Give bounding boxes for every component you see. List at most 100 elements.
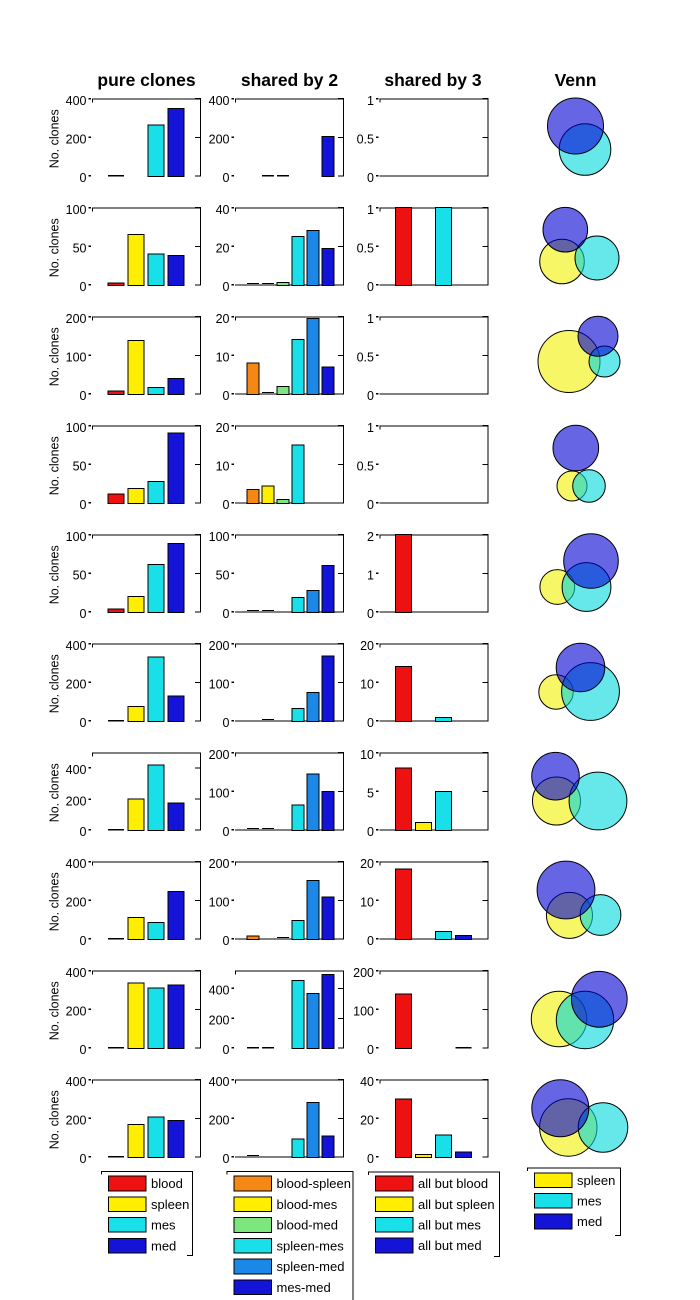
svg-text:0.5: 0.5 — [357, 133, 374, 147]
svg-text:No. clones: No. clones — [48, 1090, 62, 1149]
svg-text:No. clones: No. clones — [48, 763, 62, 822]
svg-text:0: 0 — [80, 1152, 87, 1166]
svg-text:shared by 3: shared by 3 — [384, 70, 482, 90]
svg-text:No. clones: No. clones — [48, 654, 62, 713]
svg-text:0: 0 — [223, 934, 230, 948]
svg-text:20: 20 — [360, 639, 374, 653]
svg-text:0: 0 — [80, 171, 87, 185]
svg-text:1: 1 — [367, 94, 374, 108]
svg-text:0: 0 — [367, 825, 374, 839]
svg-text:med: med — [577, 1214, 602, 1229]
svg-text:0: 0 — [367, 171, 374, 185]
svg-text:10: 10 — [360, 678, 374, 692]
svg-text:No. clones: No. clones — [48, 872, 62, 931]
svg-text:10: 10 — [216, 460, 230, 474]
svg-text:10: 10 — [216, 351, 230, 365]
svg-text:40: 40 — [360, 1075, 374, 1089]
svg-text:0: 0 — [80, 389, 87, 403]
svg-text:20: 20 — [216, 312, 230, 326]
svg-text:50: 50 — [73, 569, 87, 583]
svg-text:0: 0 — [223, 1152, 230, 1166]
svg-text:400: 400 — [66, 639, 87, 653]
svg-text:mes-med: mes-med — [277, 1280, 331, 1295]
svg-text:0: 0 — [223, 825, 230, 839]
svg-text:0: 0 — [223, 498, 230, 512]
svg-text:100: 100 — [209, 530, 230, 544]
svg-text:0: 0 — [367, 389, 374, 403]
svg-text:200: 200 — [209, 748, 230, 762]
svg-text:200: 200 — [66, 133, 87, 147]
svg-text:blood-med: blood-med — [277, 1218, 338, 1233]
svg-text:200: 200 — [66, 896, 87, 910]
svg-text:400: 400 — [66, 763, 87, 777]
svg-text:400: 400 — [209, 94, 230, 108]
svg-text:20: 20 — [216, 242, 230, 256]
svg-text:No. clones: No. clones — [48, 218, 62, 277]
svg-text:100: 100 — [209, 787, 230, 801]
svg-text:100: 100 — [209, 896, 230, 910]
svg-text:100: 100 — [66, 203, 87, 217]
svg-text:0: 0 — [367, 280, 374, 294]
svg-text:0: 0 — [80, 934, 87, 948]
svg-text:50: 50 — [216, 569, 230, 583]
svg-text:200: 200 — [66, 1114, 87, 1128]
svg-text:20: 20 — [216, 421, 230, 435]
svg-text:200: 200 — [209, 133, 230, 147]
svg-text:0: 0 — [367, 1043, 374, 1057]
svg-text:1: 1 — [367, 203, 374, 217]
svg-text:0: 0 — [80, 825, 87, 839]
svg-text:10: 10 — [360, 896, 374, 910]
svg-text:pure clones: pure clones — [97, 70, 195, 90]
svg-text:0: 0 — [367, 1152, 374, 1166]
svg-text:0: 0 — [80, 498, 87, 512]
svg-text:0: 0 — [367, 716, 374, 730]
svg-text:0: 0 — [80, 716, 87, 730]
svg-text:No. clones: No. clones — [48, 327, 62, 386]
svg-text:400: 400 — [66, 857, 87, 871]
svg-text:2: 2 — [367, 530, 374, 544]
svg-text:50: 50 — [73, 242, 87, 256]
svg-text:200: 200 — [66, 312, 87, 326]
svg-text:0: 0 — [223, 389, 230, 403]
svg-text:1: 1 — [367, 421, 374, 435]
svg-text:shared by 2: shared by 2 — [241, 70, 339, 90]
svg-text:50: 50 — [73, 460, 87, 474]
svg-text:all but med: all but med — [418, 1238, 482, 1253]
svg-text:0: 0 — [80, 1043, 87, 1057]
svg-text:No. clones: No. clones — [48, 109, 62, 168]
svg-text:mes: mes — [151, 1218, 176, 1233]
svg-text:400: 400 — [209, 1075, 230, 1089]
svg-text:blood-spleen: blood-spleen — [277, 1176, 351, 1191]
svg-text:100: 100 — [66, 421, 87, 435]
svg-text:100: 100 — [209, 678, 230, 692]
svg-text:blood: blood — [151, 1176, 183, 1191]
svg-text:1: 1 — [367, 312, 374, 326]
svg-text:10: 10 — [360, 748, 374, 762]
svg-text:No. clones: No. clones — [48, 436, 62, 495]
svg-text:spleen: spleen — [151, 1197, 189, 1212]
svg-text:0: 0 — [367, 498, 374, 512]
svg-text:0: 0 — [80, 607, 87, 621]
svg-text:100: 100 — [66, 530, 87, 544]
svg-text:0: 0 — [223, 607, 230, 621]
svg-text:0: 0 — [223, 1043, 230, 1057]
svg-text:400: 400 — [66, 94, 87, 108]
svg-text:0: 0 — [367, 934, 374, 948]
svg-text:200: 200 — [209, 1114, 230, 1128]
svg-text:No. clones: No. clones — [48, 545, 62, 604]
svg-text:200: 200 — [66, 794, 87, 808]
svg-text:0: 0 — [367, 607, 374, 621]
svg-text:20: 20 — [360, 1114, 374, 1128]
svg-text:all but mes: all but mes — [418, 1218, 481, 1233]
svg-text:0.5: 0.5 — [357, 242, 374, 256]
svg-text:spleen-mes: spleen-mes — [277, 1238, 345, 1253]
svg-text:200: 200 — [353, 966, 374, 980]
svg-text:0: 0 — [80, 280, 87, 294]
svg-text:400: 400 — [66, 1075, 87, 1089]
svg-text:0.5: 0.5 — [357, 460, 374, 474]
svg-text:100: 100 — [353, 1005, 374, 1019]
svg-text:0: 0 — [223, 716, 230, 730]
svg-text:200: 200 — [209, 639, 230, 653]
svg-text:400: 400 — [66, 966, 87, 980]
svg-text:400: 400 — [209, 984, 230, 998]
